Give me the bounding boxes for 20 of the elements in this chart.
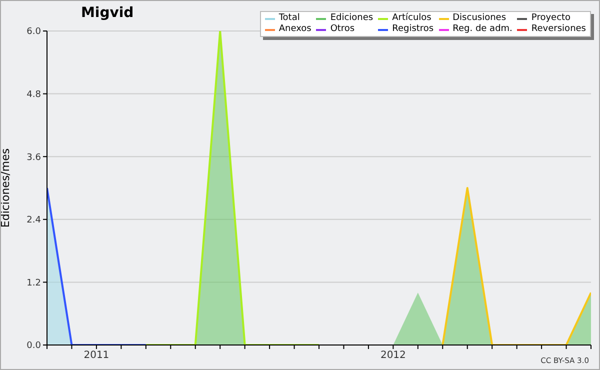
legend-label: Artículos [391,13,432,24]
legend-label: Ediciones [329,13,374,24]
legend-label: Otros [329,24,356,35]
chart-title: Migvid [81,5,134,21]
y-tick-label: 3.6 [26,152,42,163]
y-tick-label: 1.2 [26,278,41,288]
legend-label: Reversiones [530,24,586,35]
legend-label: Registros [391,24,434,35]
x-tick-label: 2011 [84,350,110,362]
legend-label: Total [278,13,301,24]
legend-label: Discusiones [452,13,508,24]
y-tick-label: 2.4 [26,216,42,226]
y-tick-label: 6.0 [26,27,42,38]
legend-label: Anexos [278,24,312,35]
legend-label: Proyecto [530,13,572,24]
y-tick-label: 4.8 [26,90,42,100]
y-tick-label: 0.0 [26,341,42,352]
x-tick-label: 2012 [380,350,406,362]
legend-label: Reg. de adm. [452,24,512,35]
y-axis-title: Ediciones/mes [0,148,12,228]
